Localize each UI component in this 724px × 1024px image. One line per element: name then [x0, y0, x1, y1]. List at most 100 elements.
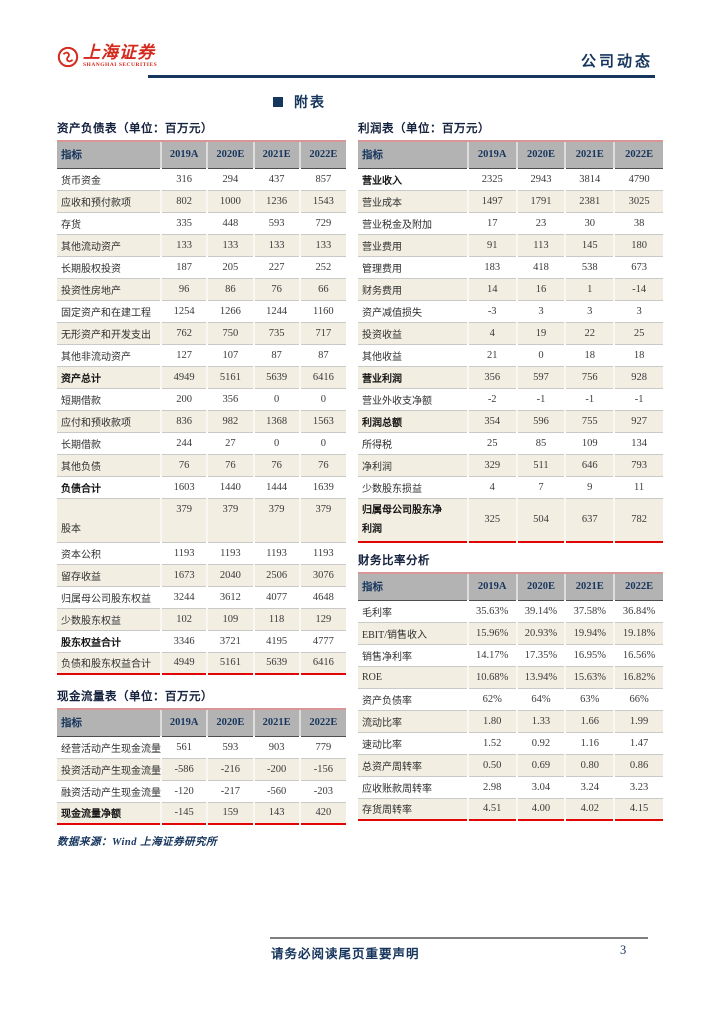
column-header-metric: 指标	[358, 142, 468, 169]
cell-value: 15.63%	[564, 666, 615, 688]
row-label: 资产减值损失	[362, 307, 422, 319]
cell-value: -1	[515, 388, 566, 410]
cell-value: 76	[252, 454, 300, 476]
cell-value: 18	[564, 344, 615, 366]
row-label: 负债合计	[61, 483, 101, 495]
row-label: 销售净利率	[362, 651, 412, 663]
row-label: 短期借款	[61, 395, 101, 407]
cell-value: 836	[160, 410, 208, 432]
cell-value: 16.95%	[564, 644, 615, 666]
cell-value: 36.84%	[613, 600, 663, 622]
row-label: 现金流量净额	[61, 809, 121, 821]
cell-value: 11	[613, 476, 663, 498]
table-row: 负债和股东权益合计 4949 5161 5639 6416	[57, 652, 346, 674]
cell-value: 4	[466, 476, 517, 498]
row-label: 经营活动产生现金流量	[61, 743, 161, 755]
cell-value: 19	[515, 322, 566, 344]
table-row: 所得税 25 85 109 134	[358, 432, 663, 454]
section-heading: 附表	[273, 92, 326, 112]
cell-value: 19.18%	[613, 622, 663, 644]
column-header-year: 2020E	[515, 142, 566, 169]
table-row: 其他非流动资产 127 107 87 87	[57, 344, 346, 366]
cell-value: 7	[515, 476, 566, 498]
cell-value: 109	[206, 608, 254, 630]
cell-value: 5161	[206, 652, 254, 674]
cell-value: -14	[613, 278, 663, 300]
table-row: 应收账款周转率 2.98 3.04 3.24 3.23	[358, 776, 663, 798]
table-row: 营业外收支净额 -2 -1 -1 -1	[358, 388, 663, 410]
table-row: 股本 379 379 379 379	[57, 498, 346, 542]
cell-value: 21	[466, 344, 517, 366]
cell-value: 735	[252, 322, 300, 344]
cell-value: 14	[466, 278, 517, 300]
cash-flow-block: 现金流量表（单位：百万元） 指标 2019A 2020E 2021E 2022E 经营活动…	[57, 688, 346, 825]
table-row: 毛利率 35.63% 39.14% 37.58% 36.84%	[358, 600, 663, 622]
cell-value: 0.92	[515, 732, 566, 754]
cell-value: 183	[466, 256, 517, 278]
cell-value: 717	[298, 322, 346, 344]
column-header-year: 2022E	[613, 142, 663, 169]
cell-value: 379	[160, 498, 208, 542]
cell-value: 1000	[206, 190, 254, 212]
cell-value: 0	[252, 388, 300, 410]
cell-value: 134	[613, 432, 663, 454]
table-row: 股东权益合计 3346 3721 4195 4777	[57, 630, 346, 652]
row-label: 所得税	[362, 439, 392, 451]
row-label: 长期借款	[61, 439, 101, 451]
cell-value: 3814	[564, 168, 615, 190]
balance-sheet-title: 资产负债表（单位：百万元）	[57, 120, 346, 142]
cell-value: 1440	[206, 476, 254, 498]
row-label: 资产负债率	[362, 695, 412, 707]
cell-value: 16.82%	[613, 666, 663, 688]
column-header-year: 2020E	[515, 574, 566, 601]
cell-value: 729	[298, 212, 346, 234]
cell-value: 205	[206, 256, 254, 278]
cell-value: 418	[515, 256, 566, 278]
cell-value: -3	[466, 300, 517, 322]
cell-value: -145	[160, 802, 208, 824]
row-label: 净利润	[362, 461, 392, 473]
cell-value: 596	[515, 410, 566, 432]
cell-value: 3721	[206, 630, 254, 652]
cell-value: 356	[206, 388, 254, 410]
cell-value: 63%	[564, 688, 615, 710]
left-column: 资产负债表（单位：百万元） 指标 2019A 2020E 2021E 2022E 货币资金…	[57, 120, 346, 849]
cell-value: 3244	[160, 586, 208, 608]
table-row: 长期借款 244 27 0 0	[57, 432, 346, 454]
data-source-note: 数据来源：Wind 上海证券研究所	[57, 837, 218, 848]
income-statement-title: 利润表（单位：百万元）	[358, 120, 663, 142]
cell-value: 14.17%	[466, 644, 517, 666]
cash-flow-title: 现金流量表（单位：百万元）	[57, 688, 346, 710]
row-label: 其他非流动资产	[61, 351, 131, 363]
table-row: 负债合计 1603 1440 1444 1639	[57, 476, 346, 498]
column-header-year: 2021E	[564, 142, 615, 169]
row-label: 财务费用	[362, 285, 402, 297]
table-row: 资产减值损失 -3 3 3 3	[358, 300, 663, 322]
cell-value: 3	[564, 300, 615, 322]
table-row: 存货 335 448 593 729	[57, 212, 346, 234]
cell-value: 1193	[298, 542, 346, 564]
row-label: 无形资产和开发支出	[61, 329, 151, 341]
row-label: 营业外收支净额	[362, 395, 432, 407]
cell-value: 597	[515, 366, 566, 388]
cell-value: 244	[160, 432, 208, 454]
table-row: 财务费用 14 16 1 -14	[358, 278, 663, 300]
cell-value: 1603	[160, 476, 208, 498]
cell-value: 16	[515, 278, 566, 300]
row-label: ROE	[362, 671, 382, 683]
cell-value: 2040	[206, 564, 254, 586]
cell-value: 379	[206, 498, 254, 542]
cell-value: 0	[298, 388, 346, 410]
cell-value: -203	[298, 780, 346, 802]
cell-value: -120	[160, 780, 208, 802]
cell-value: 0	[515, 344, 566, 366]
table-row: 现金流量净额 -145 159 143 420	[57, 802, 346, 824]
cell-value: 96	[160, 278, 208, 300]
tables-area: 资产负债表（单位：百万元） 指标 2019A 2020E 2021E 2022E 货币资金…	[57, 120, 663, 849]
shanghai-securities-logo: 上海证券 SHANGHAI SECURITIES	[57, 44, 157, 69]
cell-value: 133	[160, 234, 208, 256]
cell-value: 30	[564, 212, 615, 234]
column-header-metric: 指标	[57, 142, 162, 169]
cell-value: 420	[298, 802, 346, 824]
cell-value: -200	[252, 758, 300, 780]
